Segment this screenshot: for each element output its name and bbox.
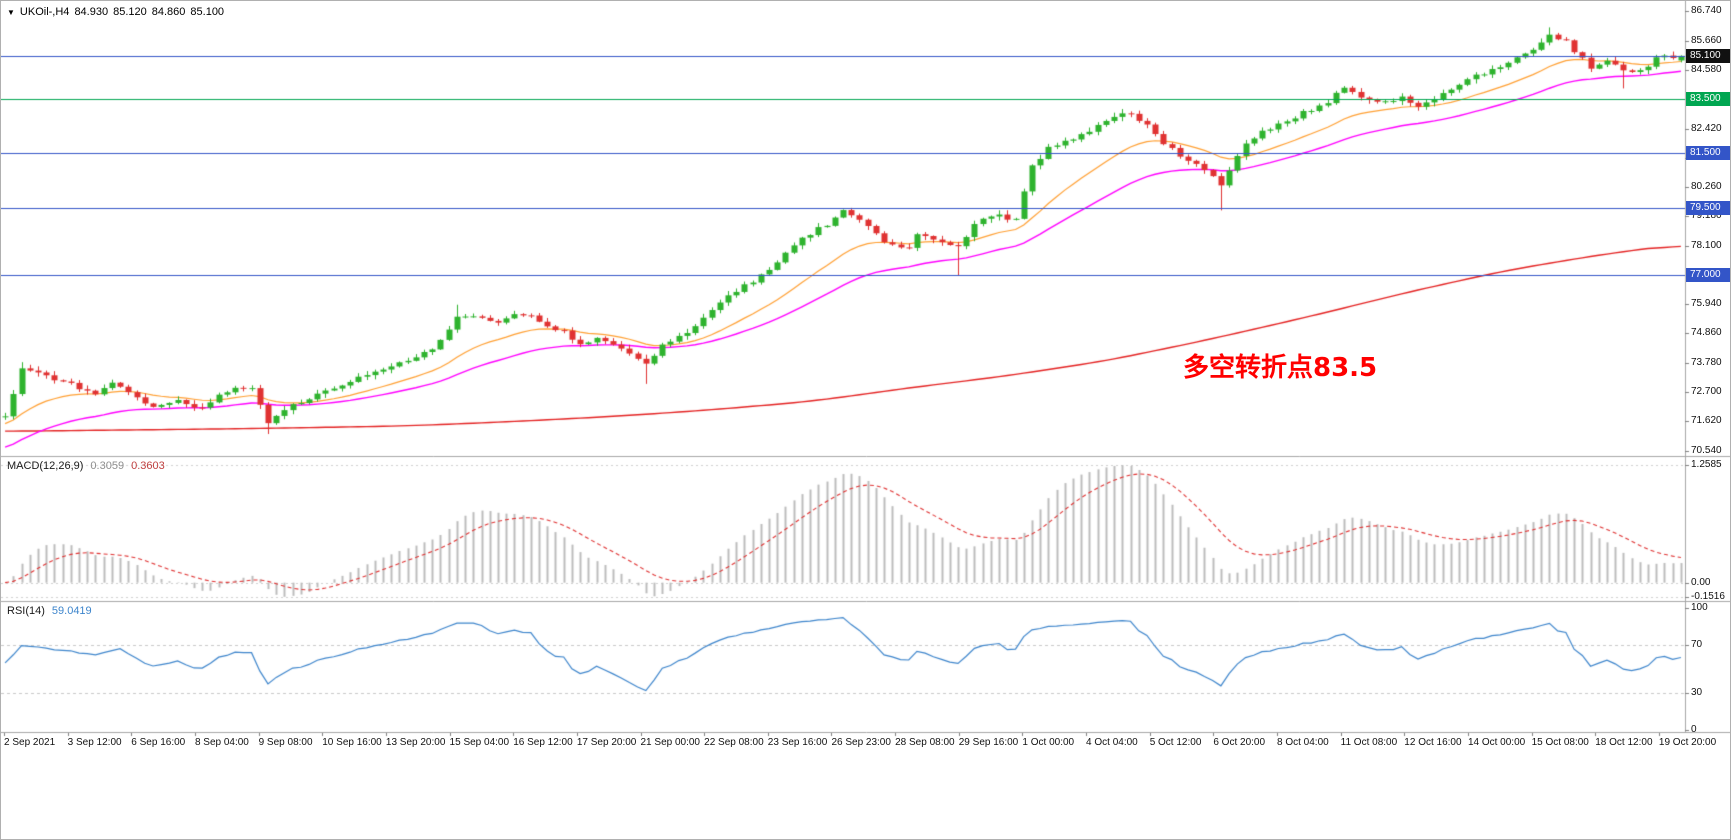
macd-name: MACD(12,26,9)	[7, 460, 84, 472]
time-axis-label: 18 Oct 12:00	[1595, 737, 1653, 748]
time-axis-label: 15 Sep 04:00	[449, 737, 510, 748]
time-axis-label: 21 Sep 00:00	[640, 737, 701, 748]
price-level-badge[interactable]: 85.100	[1686, 48, 1730, 63]
symbol-ohlc-bar: ▼ UKOil-,H4 84.930 85.120 84.860 85.100	[7, 6, 224, 18]
time-axis-label: 26 Sep 23:00	[831, 737, 891, 748]
time-axis-label: 12 Oct 16:00	[1404, 737, 1462, 748]
price-level-badge[interactable]: 79.500	[1686, 200, 1730, 215]
price-axis-label: 82.420	[1691, 122, 1722, 134]
price-axis-label: 73.780	[1691, 356, 1722, 368]
macd-axis-label: 0.00	[1691, 576, 1711, 588]
chart-annotation-text: 多空转折点83.5	[1183, 353, 1378, 383]
rsi-name: RSI(14)	[7, 605, 45, 617]
ohlc-low-value: 84.860	[151, 6, 186, 18]
time-axis-label: 13 Sep 20:00	[385, 737, 446, 748]
time-axis-label: 23 Sep 16:00	[767, 737, 828, 748]
time-axis-label: 4 Oct 04:00	[1086, 737, 1138, 748]
time-axis-label: 16 Sep 12:00	[513, 737, 573, 748]
time-axis-label: 11 Oct 08:00	[1340, 737, 1398, 748]
price-axis-label: 84.580	[1691, 63, 1722, 75]
price-axis-label: 86.740	[1691, 5, 1722, 17]
chart-marker-icon: ▼	[7, 7, 15, 17]
ohlc-close-value: 85.100	[190, 6, 225, 18]
time-axis-label: 3 Sep 12:00	[67, 737, 122, 748]
rsi-axis-label: 0	[1691, 724, 1697, 735]
price-axis-label: 80.260	[1691, 181, 1722, 193]
time-axis-label: 1 Oct 00:00	[1022, 737, 1075, 748]
price-level-badge[interactable]: 83.500	[1686, 92, 1730, 107]
time-axis-label: 19 Oct 20:00	[1658, 737, 1717, 748]
time-axis-label: 17 Sep 20:00	[576, 737, 637, 748]
time-axis-label: 15 Oct 08:00	[1531, 737, 1589, 748]
time-axis-label: 29 Sep 16:00	[958, 737, 1019, 748]
macd-axis-label: 1.2585	[1691, 459, 1722, 471]
rsi-indicator-label: RSI(14) 59.0419	[7, 605, 92, 617]
ohlc-open-value: 84.930	[74, 6, 109, 18]
price-axis-label: 72.700	[1691, 386, 1722, 397]
time-axis-label: 14 Oct 00:00	[1467, 737, 1526, 748]
time-axis-label: 8 Sep 04:00	[194, 737, 249, 748]
macd-axis-label: -0.1516	[1691, 590, 1725, 602]
price-axis-label: 70.540	[1691, 444, 1722, 456]
price-axis-label: 79.180	[1691, 210, 1722, 222]
rsi-axis-label: 30	[1691, 687, 1703, 699]
macd-main-value: 0.3059	[90, 460, 125, 472]
time-axis-label: 6 Oct 20:00	[1213, 737, 1266, 748]
time-axis-label: 28 Sep 08:00	[895, 737, 955, 748]
rsi-axis-label: 100	[1691, 601, 1708, 613]
rsi-axis-label: 70	[1691, 638, 1703, 650]
time-axis-label: 22 Sep 08:00	[704, 737, 764, 748]
price-axis-label: 78.100	[1691, 239, 1722, 251]
time-axis-label: 9 Sep 08:00	[258, 737, 313, 748]
macd-indicator-label: MACD(12,26,9) 0.3059 0.3603	[7, 460, 165, 472]
price-axis-label: 74.860	[1691, 327, 1722, 339]
price-axis-label: 71.620	[1691, 415, 1722, 427]
time-axis-label: 6 Sep 16:00	[131, 737, 186, 748]
symbol-timeframe-label: UKOil-,H4	[19, 6, 70, 18]
price-axis-label: 85.660	[1691, 34, 1722, 46]
price-axis-label: 75.940	[1691, 298, 1722, 310]
time-axis-label: 8 Oct 04:00	[1277, 737, 1329, 748]
time-axis-label: 5 Oct 12:00	[1149, 737, 1202, 748]
price-level-badge[interactable]: 77.000	[1686, 268, 1730, 283]
rsi-value: 59.0419	[51, 605, 92, 617]
ohlc-high-value: 85.120	[113, 6, 147, 18]
price-level-badge[interactable]: 81.500	[1686, 146, 1730, 161]
time-axis-label: 10 Sep 16:00	[322, 737, 382, 748]
macd-signal-value: 0.3603	[131, 460, 165, 472]
time-axis-label: 2 Sep 2021	[4, 737, 56, 748]
